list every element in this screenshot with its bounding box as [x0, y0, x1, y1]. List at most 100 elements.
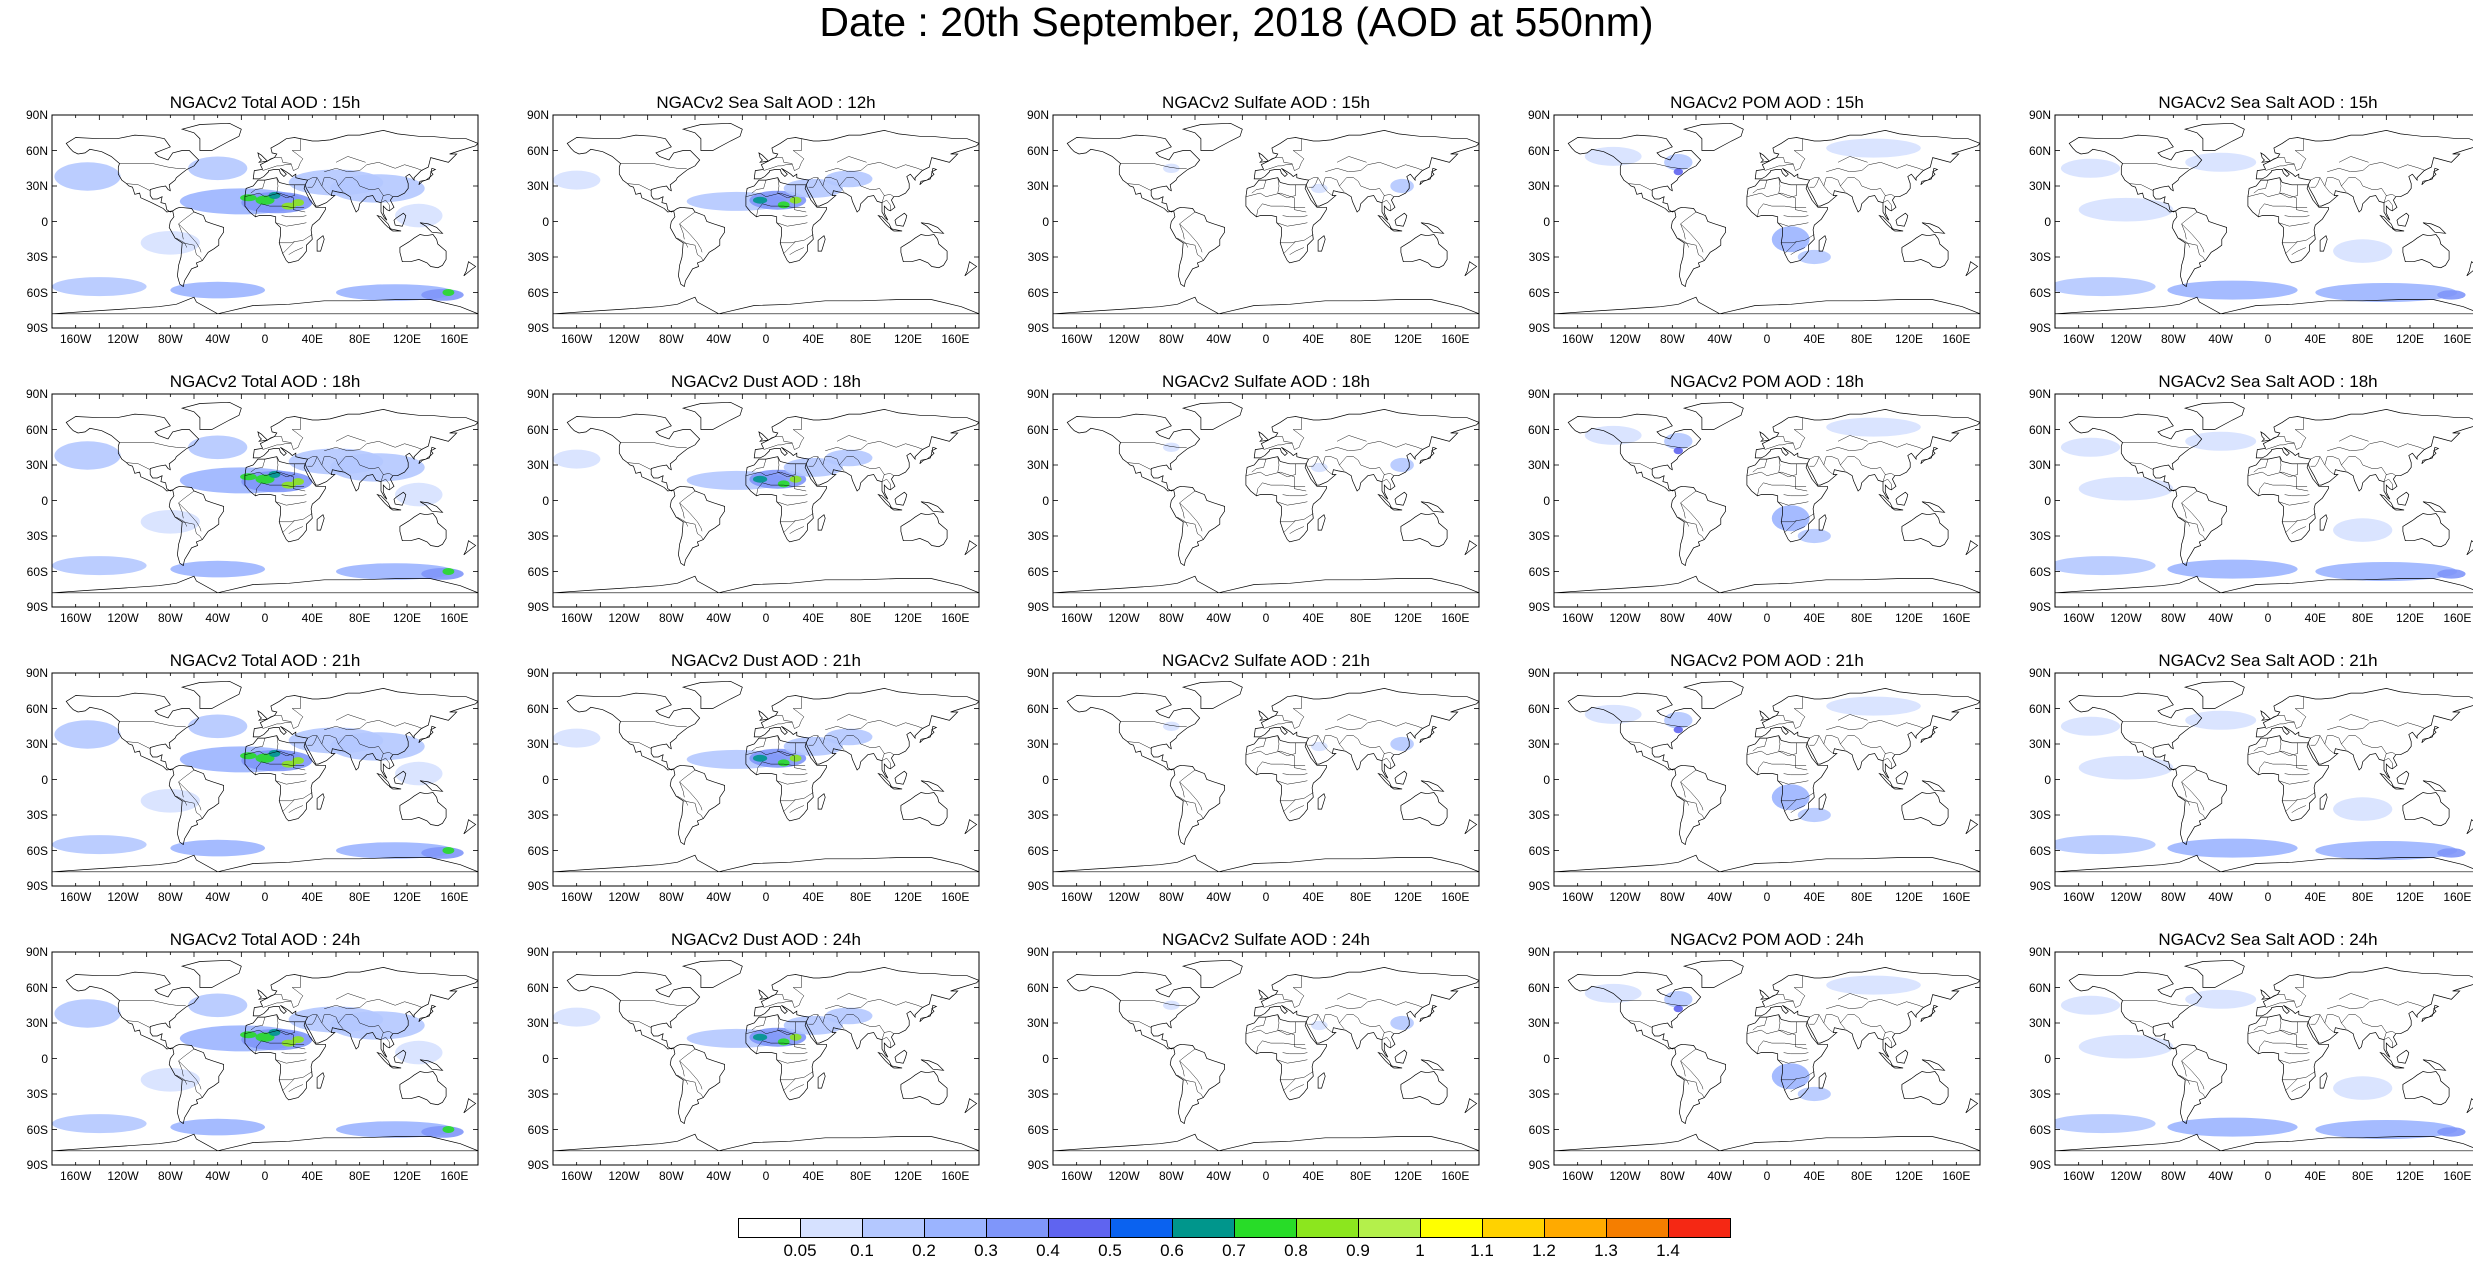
- lat-tick-label: 60S: [1528, 1122, 1550, 1137]
- lon-tick-label: 80E: [849, 890, 872, 904]
- lat-tick-label: 0: [2044, 1051, 2051, 1066]
- lon-tick-label: 160E: [941, 890, 970, 904]
- lat-tick-label: 30S: [527, 808, 549, 822]
- lon-tick-label: 120E: [2395, 611, 2425, 625]
- aod-map: [1553, 114, 1981, 329]
- lon-tick-label: 120W: [1609, 611, 1641, 625]
- lon-tick-label: 160W: [1561, 890, 1594, 904]
- aod-plume: [240, 473, 257, 481]
- lon-tick-label: 120W: [608, 1169, 640, 1183]
- aod-plume: [2055, 277, 2156, 297]
- lat-tick-label: 60N: [1527, 422, 1550, 437]
- lat-tick-label: 60S: [2029, 843, 2051, 858]
- aod-plume: [1673, 1005, 1683, 1013]
- lat-tick-label: 30N: [1527, 458, 1550, 472]
- lon-tick-label: 80E: [1850, 611, 1873, 625]
- aod-plume: [2333, 518, 2393, 542]
- aod-plume: [140, 1068, 200, 1092]
- lat-tick-label: 60S: [26, 843, 48, 858]
- colorbar-label: 0.9: [1346, 1241, 1370, 1260]
- lon-tick-label: 160E: [1441, 890, 1470, 904]
- lon-tick-label: 80E: [1850, 890, 1873, 904]
- aod-shading: [2055, 152, 2466, 302]
- aod-plume: [170, 281, 265, 299]
- lon-tick-label: 80W: [1659, 890, 1685, 904]
- lon-tick-label: 40E: [2304, 332, 2326, 346]
- lat-tick-label: 90S: [26, 879, 48, 893]
- panel-title: NGACv2 Sea Salt AOD : 21h: [2158, 651, 2378, 670]
- lon-tick-label: 120E: [1894, 890, 1924, 904]
- lat-tick-label: 30N: [2028, 179, 2051, 193]
- colorbar-swatch: [1420, 1218, 1483, 1238]
- lon-tick-label: 160W: [1060, 890, 1093, 904]
- lon-tick-label: 80E: [348, 332, 371, 346]
- aod-plume: [777, 201, 790, 209]
- aod-plume: [2055, 1114, 2156, 1134]
- lon-tick-label: 160E: [440, 332, 469, 346]
- aod-plume: [753, 754, 768, 762]
- lon-tick-label: 160E: [941, 1169, 970, 1183]
- aod-plume: [281, 481, 296, 489]
- aod-plume: [2315, 283, 2458, 302]
- lon-tick-label: 40E: [301, 611, 323, 625]
- map-panel: NGACv2 Total AOD : 18h 90N 60N 30N 0 30S 60S 90…: [12, 372, 512, 624]
- lon-tick-label: 40W: [2208, 332, 2233, 346]
- lon-tick-label: 160E: [1441, 1169, 1470, 1183]
- panel-title: NGACv2 POM AOD : 21h: [1670, 651, 1864, 670]
- aod-plume: [2055, 835, 2156, 855]
- aod-plume: [2333, 797, 2393, 821]
- panel-title: NGACv2 Sea Salt AOD : 18h: [2158, 372, 2378, 391]
- coastlines: [553, 122, 979, 315]
- lon-tick-label: 120E: [893, 611, 923, 625]
- lon-tick-label: 0: [762, 332, 770, 346]
- lat-tick-label: 60N: [25, 980, 48, 995]
- lat-tick-label: 60N: [526, 980, 549, 995]
- aod-plume: [281, 760, 296, 768]
- lon-tick-label: 160W: [59, 1169, 92, 1183]
- lon-tick-label: 160E: [1942, 1169, 1971, 1183]
- coastlines: [1053, 122, 1479, 315]
- map-panel: NGACv2 POM AOD : 24h 90N 60N 30N 0 30S 60S 90S 1…: [1514, 930, 2014, 1182]
- aod-plume: [54, 162, 121, 191]
- lon-tick-label: 120E: [1393, 611, 1423, 625]
- aod-plume: [395, 1040, 443, 1065]
- lat-tick-label: 60S: [2029, 1122, 2051, 1137]
- lon-tick-label: 40E: [1302, 332, 1324, 346]
- lon-tick-label: 160W: [560, 332, 593, 346]
- colorbar-swatch: [1172, 1218, 1235, 1238]
- lat-tick-label: 30S: [527, 1087, 549, 1101]
- lat-tick-label: 0: [1543, 214, 1550, 229]
- aod-plume: [825, 449, 873, 467]
- lon-tick-label: 160E: [1441, 332, 1470, 346]
- aod-plume: [52, 835, 147, 855]
- lat-tick-label: 60S: [1027, 564, 1049, 579]
- lat-tick-label: 90S: [26, 600, 48, 614]
- aod-plume: [54, 441, 121, 470]
- aod-map: [552, 951, 980, 1166]
- colorbar-label: 0.6: [1160, 1241, 1184, 1260]
- figure-title: Date : 20th September, 2018 (AOD at 550n…: [819, 0, 1654, 45]
- lon-tick-label: 160W: [2062, 611, 2095, 625]
- lon-tick-label: 80W: [658, 611, 684, 625]
- coastlines: [1053, 959, 1479, 1152]
- map-panel: NGACv2 Sulfate AOD : 15h 90N 60N 30N 0 30S 60S…: [1013, 93, 1513, 345]
- lon-tick-label: 160W: [2062, 1169, 2095, 1183]
- colorbar-label: 1.4: [1656, 1241, 1680, 1260]
- aod-plume: [1311, 741, 1328, 752]
- aod-plume: [825, 728, 873, 746]
- colorbar-swatch: [1482, 1218, 1545, 1238]
- lat-tick-label: 60N: [1026, 422, 1049, 437]
- colorbar-label: 1.1: [1470, 1241, 1494, 1260]
- aod-plume: [292, 757, 304, 765]
- map-panel: NGACv2 Sea Salt AOD : 24h 90N 60N 30N 0 30S 60…: [2015, 930, 2473, 1182]
- lon-tick-label: 120E: [1894, 332, 1924, 346]
- aod-plume: [330, 174, 425, 203]
- aod-map: [51, 393, 479, 608]
- lat-tick-label: 30N: [526, 737, 549, 751]
- aod-plume: [2078, 197, 2174, 222]
- lon-tick-label: 160W: [1561, 332, 1594, 346]
- aod-plume: [281, 1039, 296, 1047]
- aod-plume: [255, 474, 275, 484]
- lon-tick-label: 40W: [1206, 890, 1231, 904]
- lat-tick-label: 90S: [2029, 879, 2051, 893]
